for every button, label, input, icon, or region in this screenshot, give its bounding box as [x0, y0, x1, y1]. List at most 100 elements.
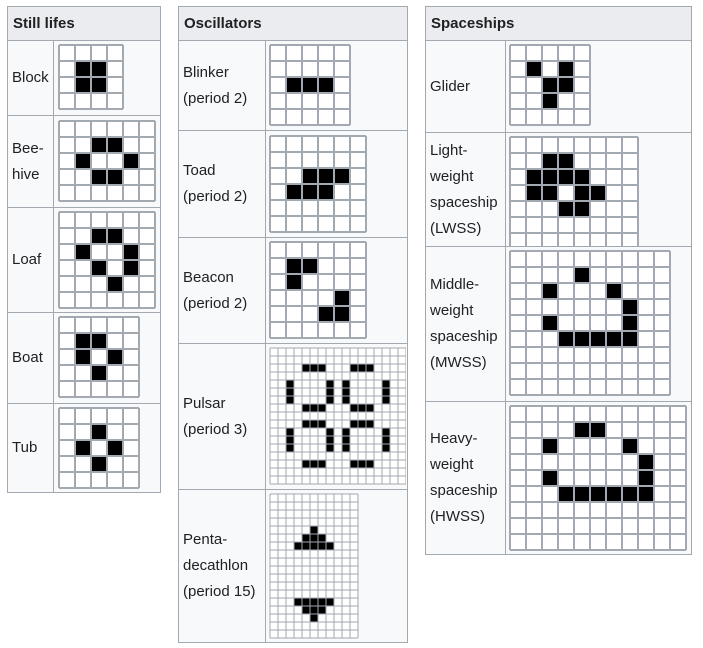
- live-cell: [107, 169, 123, 185]
- live-cell: [302, 77, 318, 93]
- pattern-name-hwss: Heavy-weight spaceship (HWSS): [425, 401, 506, 555]
- pattern-name-line: (HWSS): [430, 508, 485, 525]
- pattern-name-line: Light-: [430, 141, 468, 159]
- live-cell: [542, 438, 558, 454]
- live-cell: [326, 388, 334, 396]
- live-cell: [302, 542, 310, 550]
- live-cell: [350, 460, 358, 468]
- pattern-name-line: decathlon: [183, 557, 249, 574]
- live-cell: [342, 388, 350, 396]
- tub-grid: [58, 407, 140, 489]
- live-cell: [590, 185, 606, 201]
- pattern-image-beacon: [265, 237, 408, 344]
- pattern-name-toad: Toad (period 2): [178, 130, 266, 238]
- name-text: Heavy-weight spaceship (HWSS): [430, 426, 505, 530]
- live-cell: [318, 184, 334, 200]
- name-text: Light-weight spaceship (LWSS): [430, 138, 505, 242]
- live-cell: [107, 276, 123, 292]
- live-cell: [91, 228, 107, 244]
- live-cell: [382, 428, 390, 436]
- live-cell: [302, 460, 310, 468]
- live-cell: [366, 420, 374, 428]
- pattern-image-blinker: [265, 40, 408, 131]
- pattern-name-line: weight: [430, 456, 474, 473]
- still-lifes-table: Still lifes Block Bee-hive Loaf Boat Tub: [7, 6, 161, 493]
- live-cell: [302, 534, 310, 542]
- pattern-name-loaf: Loaf: [7, 207, 54, 313]
- live-cell: [318, 542, 326, 550]
- pattern-name-line: (MWSS): [430, 354, 487, 371]
- pattern-name-line: (period 15): [183, 583, 256, 600]
- pattern-name-mwss: Middle-weight spaceship (MWSS): [425, 246, 506, 402]
- live-cell: [318, 598, 326, 606]
- pulsar-grid: [269, 347, 406, 485]
- pattern-image-beehive: [53, 115, 161, 208]
- live-cell: [123, 153, 139, 169]
- pattern-image-hwss: [505, 401, 692, 555]
- mwss-grid: [509, 250, 671, 396]
- live-cell: [326, 444, 334, 452]
- grid-background: [59, 317, 139, 397]
- pattern-name-line: hive: [12, 165, 40, 183]
- live-cell: [75, 333, 91, 349]
- live-cell: [382, 396, 390, 404]
- live-cell: [542, 283, 558, 299]
- pattern-name-lwss: Light-weight spaceship (LWSS): [425, 132, 506, 247]
- live-cell: [558, 77, 574, 93]
- live-cell: [542, 185, 558, 201]
- live-cell: [310, 420, 318, 428]
- live-cell: [622, 331, 638, 347]
- live-cell: [91, 260, 107, 276]
- live-cell: [91, 333, 107, 349]
- pattern-name-line: weight: [430, 167, 474, 185]
- live-cell: [75, 244, 91, 260]
- live-cell: [286, 184, 302, 200]
- live-cell: [326, 396, 334, 404]
- pattern-name-line: Middle-: [430, 276, 480, 293]
- live-cell: [350, 420, 358, 428]
- pattern-name-line: spaceship: [430, 482, 498, 499]
- live-cell: [286, 380, 294, 388]
- beehive-grid: [58, 120, 156, 202]
- live-cell: [342, 436, 350, 444]
- live-cell: [75, 349, 91, 365]
- pattern-name-line: Glider: [430, 77, 471, 95]
- live-cell: [606, 331, 622, 347]
- pattern-image-pentadecathlon: [265, 489, 408, 643]
- pattern-name-pulsar: Pulsar (period 3): [178, 343, 266, 490]
- live-cell: [310, 460, 318, 468]
- live-cell: [542, 153, 558, 169]
- live-cell: [606, 283, 622, 299]
- oscillators-table: Oscillators Blinker (period 2) Toad (perio…: [178, 6, 408, 643]
- pattern-image-lwss: [505, 132, 692, 247]
- live-cell: [542, 470, 558, 486]
- pattern-name-line: spaceship: [430, 193, 498, 211]
- live-cell: [91, 61, 107, 77]
- live-cell: [622, 315, 638, 331]
- live-cell: [366, 460, 374, 468]
- live-cell: [590, 486, 606, 502]
- name-text: Pulsar (period 3): [183, 391, 265, 443]
- live-cell: [342, 428, 350, 436]
- pattern-name-line: (LWSS): [430, 219, 482, 237]
- name-text: Glider: [430, 74, 505, 100]
- live-cell: [91, 77, 107, 93]
- live-cell: [318, 606, 326, 614]
- live-cell: [542, 315, 558, 331]
- pattern-name-beehive: Bee-hive: [7, 115, 54, 208]
- pattern-name-beacon: Beacon (period 2): [178, 237, 266, 344]
- live-cell: [638, 486, 654, 502]
- pattern-image-loaf: [53, 207, 161, 313]
- live-cell: [350, 404, 358, 412]
- spaceships-header: Spaceships: [425, 6, 692, 41]
- pattern-name-line: Toad: [183, 162, 216, 179]
- grid-background: [59, 408, 139, 488]
- live-cell: [310, 404, 318, 412]
- live-cell: [318, 534, 326, 542]
- live-cell: [342, 380, 350, 388]
- lwss-grid: [509, 136, 639, 246]
- live-cell: [302, 404, 310, 412]
- live-cell: [358, 460, 366, 468]
- name-text: Penta-decathlon (period 15): [183, 527, 265, 605]
- live-cell: [590, 331, 606, 347]
